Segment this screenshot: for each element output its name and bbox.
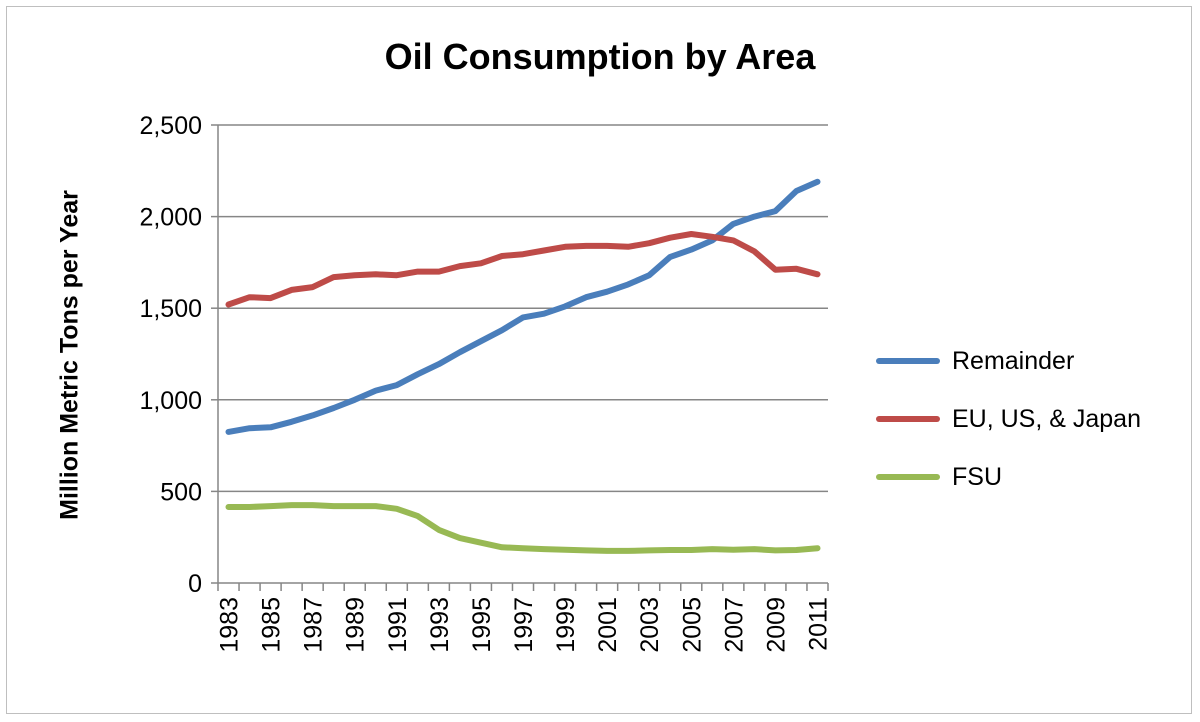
legend-item: EU, US, & Japan bbox=[876, 390, 1141, 448]
legend-swatch bbox=[876, 416, 940, 422]
y-tick-label: 0 bbox=[188, 570, 202, 598]
y-tick-label: 1,000 bbox=[139, 387, 202, 415]
x-tick-label: 2009 bbox=[762, 597, 790, 653]
legend-swatch bbox=[876, 358, 940, 364]
chart-title: Oil Consumption by Area bbox=[384, 36, 816, 77]
x-tick-label: 1987 bbox=[300, 597, 328, 653]
series-line-eu-us-japan bbox=[225, 231, 821, 308]
x-tick-label: 1985 bbox=[258, 597, 286, 653]
series-line-remainder bbox=[225, 178, 821, 435]
chart-frame bbox=[6, 6, 1192, 714]
x-tick-label: 1991 bbox=[384, 597, 412, 653]
legend: Remainder EU, US, & Japan FSU bbox=[876, 332, 1141, 506]
x-tick-label: 2011 bbox=[804, 597, 832, 651]
legend-swatch bbox=[876, 474, 940, 480]
legend-item: FSU bbox=[876, 448, 1141, 506]
x-tick-label: 2001 bbox=[594, 597, 622, 653]
legend-label: EU, US, & Japan bbox=[952, 404, 1141, 433]
legend-label: Remainder bbox=[952, 346, 1075, 375]
y-tick-label: 1,500 bbox=[139, 295, 202, 323]
x-tick-label: 1983 bbox=[216, 597, 244, 653]
x-tick-label: 1999 bbox=[552, 597, 580, 653]
legend-label: FSU bbox=[952, 462, 1002, 491]
legend-item: Remainder bbox=[876, 332, 1141, 390]
x-tick-label: 2003 bbox=[636, 597, 664, 653]
series-line-fsu bbox=[225, 502, 821, 554]
x-tick-label: 2007 bbox=[720, 597, 748, 653]
y-tick-label: 2,000 bbox=[139, 204, 202, 232]
x-tick-label: 1993 bbox=[426, 597, 454, 653]
x-tick-label: 1995 bbox=[468, 597, 496, 653]
x-tick-label: 1989 bbox=[342, 597, 370, 653]
y-tick-label: 500 bbox=[160, 478, 202, 506]
x-tick-label: 1997 bbox=[510, 597, 538, 653]
x-tick-label: 2005 bbox=[678, 597, 706, 653]
y-tick-label: 2,500 bbox=[139, 112, 202, 140]
